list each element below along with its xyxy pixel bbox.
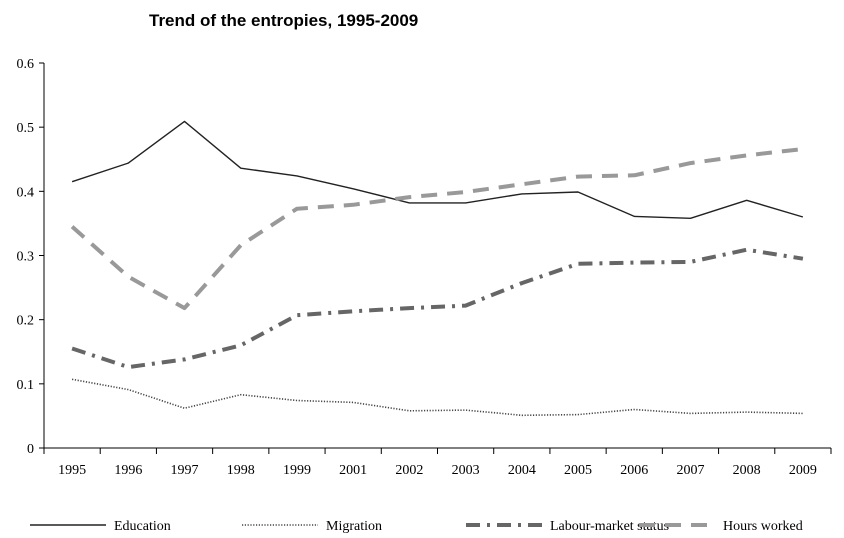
- y-tick-label: 0.6: [17, 57, 35, 72]
- axes: 0 0.1 0.2 0.3 0.4 0.5 0.6 1995 1996 1997 1998 1999 2…: [17, 57, 832, 478]
- x-tick-label: 2007: [676, 463, 704, 478]
- x-tick-label: 1995: [58, 463, 86, 478]
- y-tick-label: 0: [27, 442, 34, 457]
- series-line-3: [71, 247, 804, 370]
- x-tick-label: 2005: [564, 463, 592, 478]
- x-tick-label: 2004: [508, 463, 536, 478]
- y-tick-label: 0.1: [17, 378, 35, 393]
- y-tick-label: 0.5: [17, 121, 35, 136]
- series-line-1: [71, 120, 804, 220]
- x-tick-label: 2008: [733, 463, 761, 478]
- chart-title: Trend of the entropies, 1995-2009: [149, 11, 418, 30]
- x-tick-label: 1996: [114, 463, 142, 478]
- y-tick-label: 0.2: [17, 314, 35, 329]
- x-tick-label: 2006: [620, 463, 648, 478]
- y-tick-label: 0.3: [17, 250, 35, 265]
- x-tick-label: 1997: [171, 463, 199, 478]
- legend-label: Hours worked: [723, 519, 803, 534]
- x-tick-label: 2002: [395, 463, 423, 478]
- legend-label: Migration: [326, 519, 382, 534]
- series-line-2: [71, 378, 803, 417]
- series-layer: [70, 120, 804, 417]
- x-tick-label: 2001: [339, 463, 367, 478]
- legend-label: Labour-market status: [550, 519, 669, 534]
- x-tick-label: 1998: [227, 463, 255, 478]
- x-tick-label: 1999: [283, 463, 311, 478]
- legend-label: Education: [114, 519, 171, 534]
- legend: Education Migration Labour-market status Ho…: [30, 519, 803, 534]
- x-tick-label: 2003: [452, 463, 480, 478]
- series-line-4: [70, 147, 804, 311]
- x-tick-label: 2009: [789, 463, 817, 478]
- y-tick-label: 0.4: [17, 185, 35, 200]
